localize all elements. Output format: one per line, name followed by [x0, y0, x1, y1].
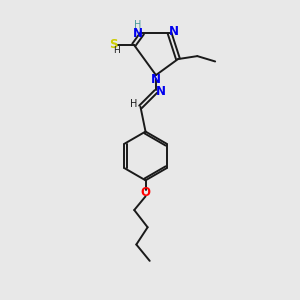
Text: N: N [151, 73, 161, 86]
Text: N: N [133, 27, 143, 40]
Text: S: S [109, 38, 117, 51]
Text: N: N [169, 25, 179, 38]
Text: H: H [113, 46, 120, 55]
Text: H: H [134, 20, 142, 30]
Text: H: H [130, 99, 138, 109]
Text: N: N [156, 85, 166, 98]
Text: O: O [140, 186, 151, 199]
